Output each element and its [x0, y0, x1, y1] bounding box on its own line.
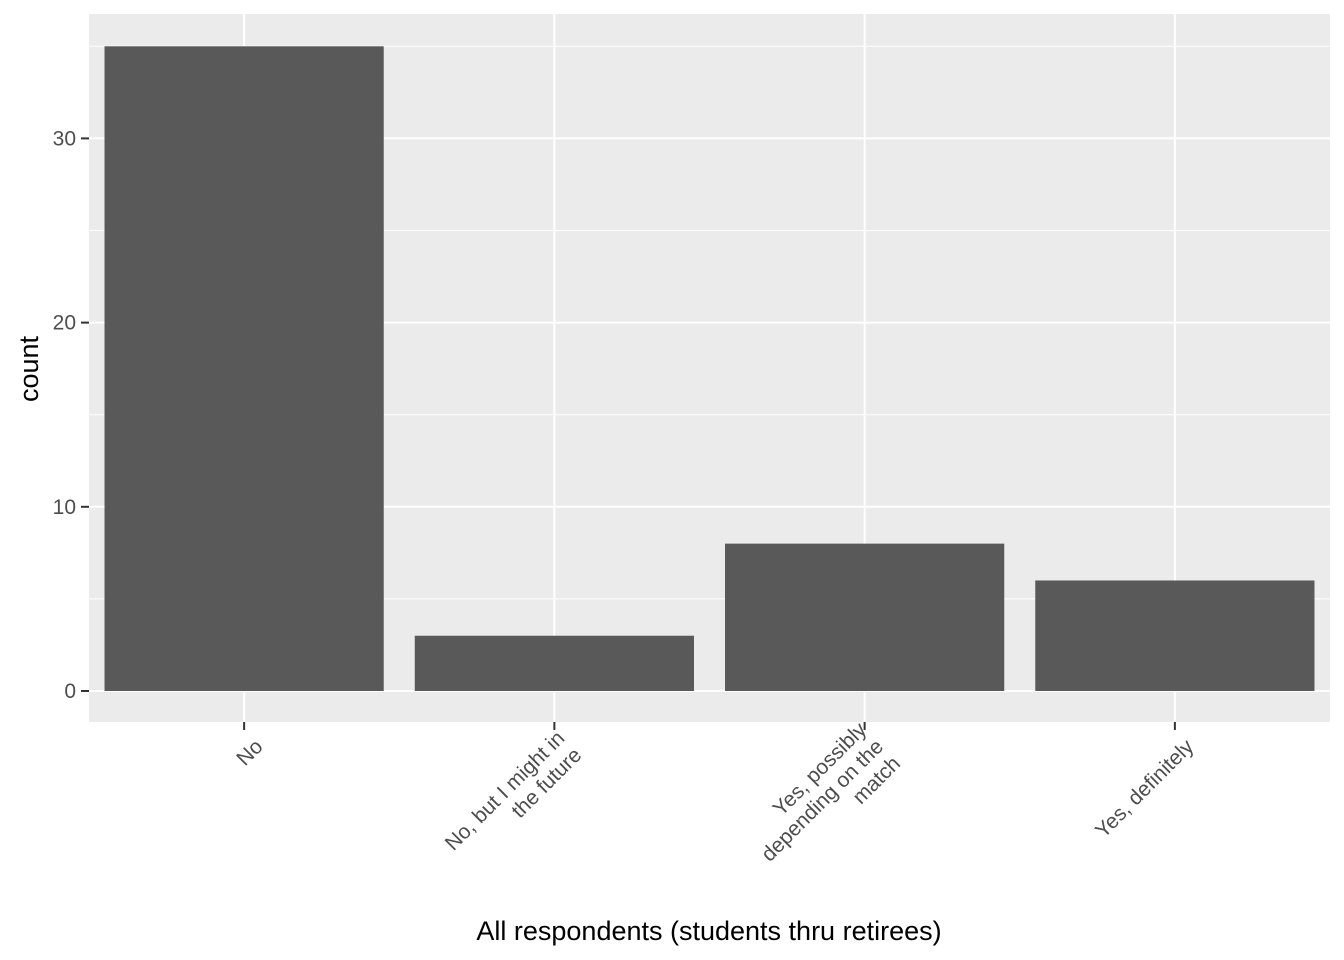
- y-tick-label: 0: [64, 680, 76, 703]
- y-tick-label: 20: [53, 312, 76, 335]
- x-tick-label: Yes, possiblydepending on thematch: [740, 718, 905, 883]
- y-axis-title: count: [14, 335, 44, 402]
- x-tick-label-line: Yes, definitely: [1091, 735, 1199, 843]
- x-tick-label-line: No: [232, 735, 267, 770]
- y-axis-ticks: 0 10 20 30: [53, 127, 89, 703]
- bars: [104, 46, 1315, 692]
- bar: [104, 46, 384, 692]
- x-tick-label: No: [232, 735, 267, 770]
- x-axis-ticks: No No, but I might inthe future Yes, possi…: [232, 718, 1199, 883]
- y-tick-label: 10: [53, 496, 76, 519]
- x-axis-title: All respondents (students thru retirees): [476, 916, 941, 946]
- y-tick-label: 30: [53, 127, 76, 150]
- x-tick-label: Yes, definitely: [1091, 735, 1199, 843]
- bar: [1035, 580, 1315, 691]
- x-tick-label: No, but I might inthe future: [441, 727, 586, 872]
- bar: [414, 635, 694, 691]
- bar: [725, 543, 1005, 691]
